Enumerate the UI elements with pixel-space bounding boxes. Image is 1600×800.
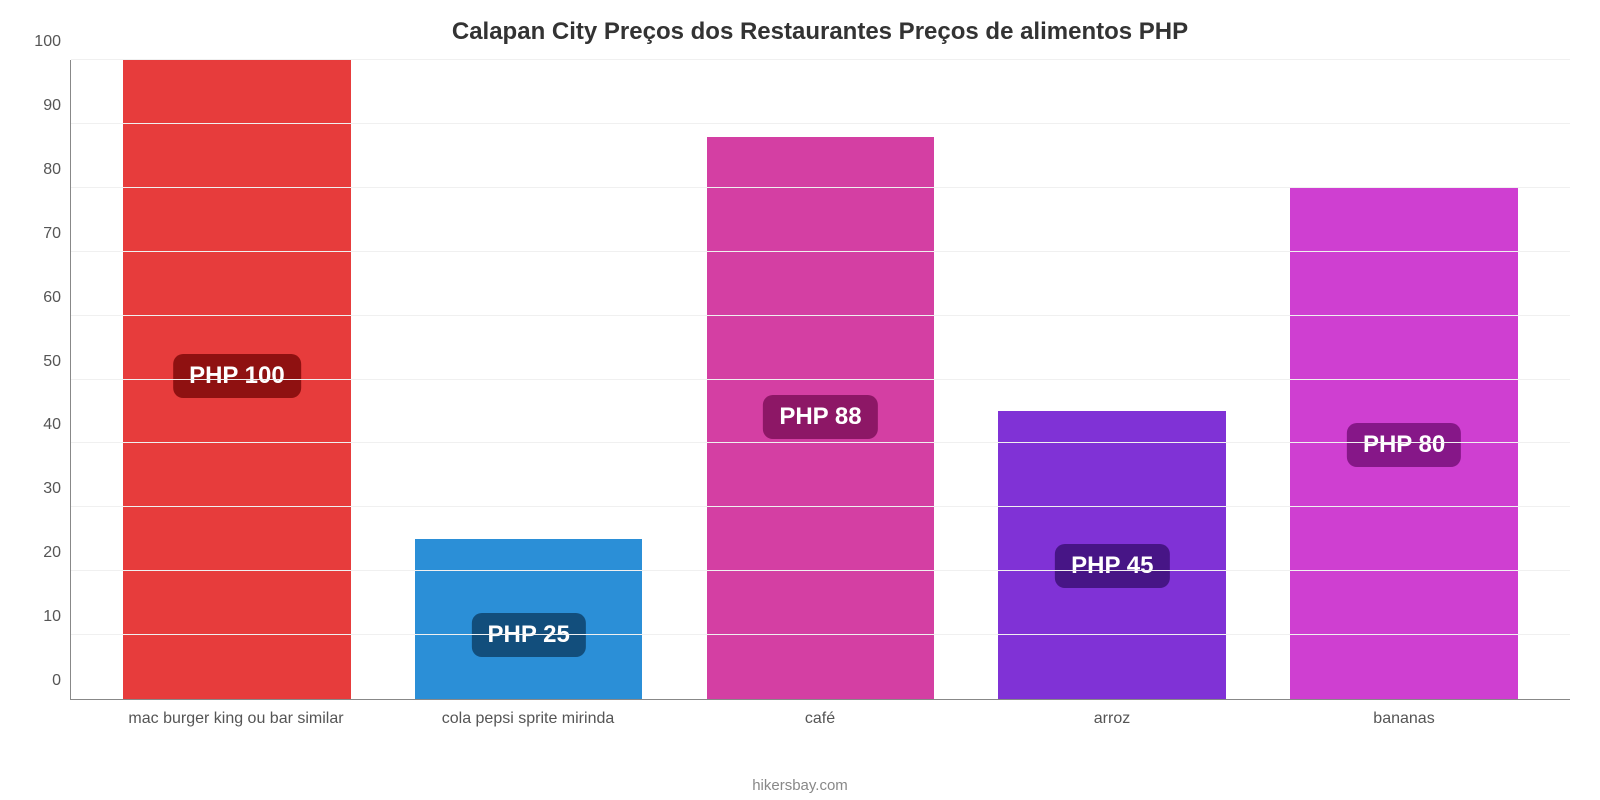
y-tick-label: 40 bbox=[43, 416, 71, 434]
x-axis-labels: mac burger king ou bar similarcola pepsi… bbox=[70, 700, 1570, 728]
y-tick-label: 50 bbox=[43, 353, 71, 371]
bar: PHP 80 bbox=[1290, 188, 1518, 699]
bar: PHP 45 bbox=[998, 411, 1226, 699]
gridline bbox=[71, 315, 1570, 316]
x-axis-label: café bbox=[674, 710, 966, 728]
y-tick-label: 0 bbox=[52, 672, 71, 690]
gridline bbox=[71, 59, 1570, 60]
bar-slot: PHP 45 bbox=[966, 60, 1258, 699]
x-axis-label: mac burger king ou bar similar bbox=[90, 710, 382, 728]
y-tick-label: 20 bbox=[43, 544, 71, 562]
y-tick-label: 80 bbox=[43, 161, 71, 179]
gridline bbox=[71, 506, 1570, 507]
gridline bbox=[71, 442, 1570, 443]
bar-value-label: PHP 100 bbox=[173, 354, 301, 398]
bar: PHP 25 bbox=[415, 539, 643, 699]
gridline bbox=[71, 123, 1570, 124]
attribution-text: hikersbay.com bbox=[0, 777, 1600, 794]
x-axis-label: arroz bbox=[966, 710, 1258, 728]
gridline bbox=[71, 187, 1570, 188]
gridline bbox=[71, 634, 1570, 635]
bar-slot: PHP 80 bbox=[1258, 60, 1550, 699]
gridline bbox=[71, 379, 1570, 380]
y-tick-label: 10 bbox=[43, 608, 71, 626]
y-tick-label: 60 bbox=[43, 289, 71, 307]
bar-slot: PHP 100 bbox=[91, 60, 383, 699]
chart-title: Calapan City Preços dos Restaurantes Pre… bbox=[70, 10, 1570, 60]
bar: PHP 88 bbox=[707, 137, 935, 699]
chart-container: Calapan City Preços dos Restaurantes Pre… bbox=[0, 0, 1600, 800]
bars-row: PHP 100 PHP 25 PHP 88 PHP 45 PHP 80 bbox=[71, 60, 1570, 699]
bar-value-label: PHP 80 bbox=[1347, 423, 1461, 467]
y-tick-label: 100 bbox=[34, 33, 71, 51]
plot-area: PHP 100PHP 25PHP 88PHP 45PHP 80 01020304… bbox=[70, 60, 1570, 700]
bar-slot: PHP 88 bbox=[675, 60, 967, 699]
bar-value-label: PHP 45 bbox=[1055, 544, 1169, 588]
y-tick-label: 70 bbox=[43, 225, 71, 243]
bar-slot: PHP 25 bbox=[383, 60, 675, 699]
gridline bbox=[71, 251, 1570, 252]
bar-value-label: PHP 88 bbox=[763, 395, 877, 439]
y-tick-label: 30 bbox=[43, 480, 71, 498]
x-axis-label: bananas bbox=[1258, 710, 1550, 728]
bar: PHP 100 bbox=[123, 60, 351, 699]
x-axis-label: cola pepsi sprite mirinda bbox=[382, 710, 674, 728]
y-tick-label: 90 bbox=[43, 97, 71, 115]
gridline bbox=[71, 570, 1570, 571]
